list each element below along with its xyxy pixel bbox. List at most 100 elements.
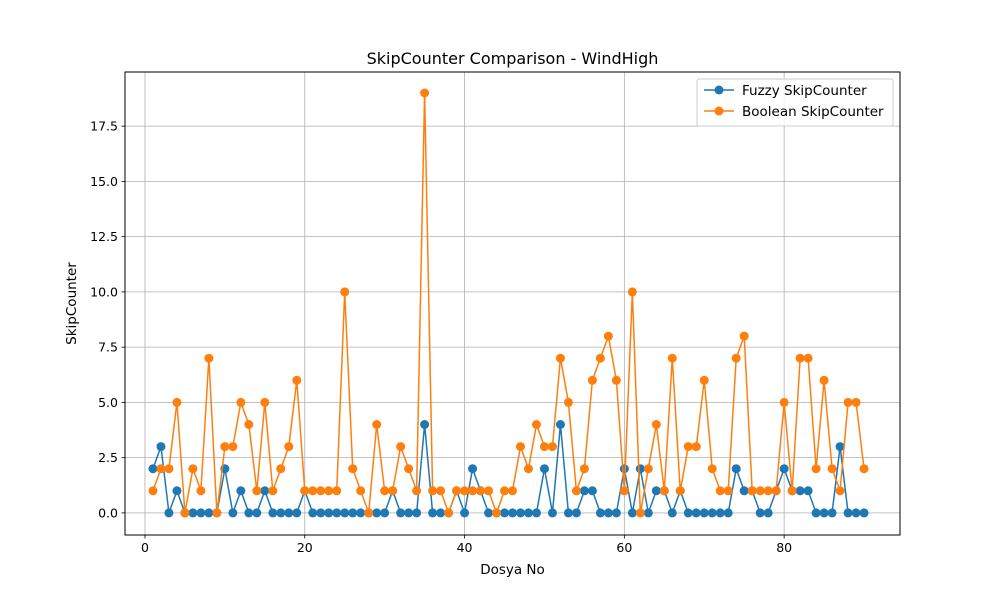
data-point-boolean-skipcounter	[228, 442, 238, 452]
series-layer	[148, 88, 869, 518]
data-point-boolean-skipcounter	[515, 442, 525, 452]
data-point-boolean-skipcounter	[691, 442, 701, 452]
data-point-fuzzy-skipcounter	[627, 508, 637, 518]
data-point-fuzzy-skipcounter	[372, 508, 382, 518]
data-point-fuzzy-skipcounter	[508, 508, 517, 518]
data-point-boolean-skipcounter	[555, 353, 565, 363]
data-point-fuzzy-skipcounter	[396, 508, 406, 518]
legend-frame	[696, 78, 894, 127]
data-point-fuzzy-skipcounter	[316, 508, 326, 518]
data-point-fuzzy-skipcounter	[539, 464, 549, 474]
data-point-boolean-skipcounter	[156, 464, 166, 474]
data-point-fuzzy-skipcounter	[500, 508, 510, 518]
data-point-boolean-skipcounter	[428, 486, 438, 496]
data-point-fuzzy-skipcounter	[292, 508, 302, 518]
data-point-boolean-skipcounter	[460, 486, 470, 496]
data-point-fuzzy-skipcounter	[156, 442, 166, 452]
data-point-fuzzy-skipcounter	[252, 508, 262, 518]
data-point-boolean-skipcounter	[803, 353, 813, 363]
data-point-fuzzy-skipcounter	[308, 508, 318, 518]
data-point-boolean-skipcounter	[372, 420, 382, 429]
data-point-boolean-skipcounter	[164, 464, 174, 474]
x-tick-label: 40	[457, 540, 473, 555]
data-point-boolean-skipcounter	[667, 353, 677, 363]
data-point-boolean-skipcounter	[284, 442, 294, 452]
data-point-fuzzy-skipcounter	[571, 508, 581, 518]
data-point-boolean-skipcounter	[611, 375, 621, 385]
data-point-boolean-skipcounter	[547, 442, 557, 452]
data-point-boolean-skipcounter	[300, 486, 310, 496]
data-point-boolean-skipcounter	[811, 464, 821, 474]
data-point-boolean-skipcounter	[699, 375, 709, 385]
x-tick-label: 0	[141, 540, 149, 555]
data-point-boolean-skipcounter	[220, 442, 230, 452]
data-point-boolean-skipcounter	[851, 397, 861, 407]
data-point-fuzzy-skipcounter	[332, 508, 342, 518]
data-point-boolean-skipcounter	[531, 420, 541, 429]
data-point-fuzzy-skipcounter	[795, 486, 805, 496]
data-point-boolean-skipcounter	[412, 486, 422, 496]
data-point-boolean-skipcounter	[595, 353, 605, 363]
data-point-boolean-skipcounter	[755, 486, 765, 496]
data-point-fuzzy-skipcounter	[579, 486, 589, 496]
data-point-boolean-skipcounter	[571, 486, 581, 496]
data-point-boolean-skipcounter	[180, 508, 190, 518]
data-point-fuzzy-skipcounter	[723, 508, 733, 518]
data-point-fuzzy-skipcounter	[699, 508, 709, 518]
data-point-fuzzy-skipcounter	[859, 508, 869, 518]
data-point-fuzzy-skipcounter	[851, 508, 861, 518]
data-point-boolean-skipcounter	[539, 442, 549, 452]
data-point-boolean-skipcounter	[292, 375, 302, 385]
legend: Fuzzy SkipCounter Boolean SkipCounter	[696, 78, 894, 127]
data-point-boolean-skipcounter	[500, 486, 510, 496]
data-point-boolean-skipcounter	[715, 486, 725, 496]
data-point-fuzzy-skipcounter	[196, 508, 206, 518]
data-point-boolean-skipcounter	[619, 486, 629, 496]
data-point-fuzzy-skipcounter	[172, 486, 182, 496]
legend-fuzzy-label: Fuzzy SkipCounter	[742, 83, 867, 99]
chart-title: SkipCounter Comparison - WindHigh	[367, 49, 659, 68]
data-point-boolean-skipcounter	[747, 486, 757, 496]
x-axis-label: Dosya No	[480, 562, 545, 578]
data-point-boolean-skipcounter	[508, 486, 517, 496]
data-point-fuzzy-skipcounter	[827, 508, 837, 518]
data-point-fuzzy-skipcounter	[731, 464, 741, 474]
data-point-boolean-skipcounter	[843, 397, 853, 407]
data-point-boolean-skipcounter	[827, 464, 837, 474]
data-point-boolean-skipcounter	[675, 486, 685, 496]
data-point-fuzzy-skipcounter	[635, 464, 645, 474]
data-point-fuzzy-skipcounter	[268, 508, 278, 518]
data-point-fuzzy-skipcounter	[779, 464, 789, 474]
data-point-fuzzy-skipcounter	[819, 508, 829, 518]
data-point-boolean-skipcounter	[635, 508, 645, 518]
data-point-boolean-skipcounter	[332, 486, 342, 496]
data-point-boolean-skipcounter	[380, 486, 390, 496]
data-point-boolean-skipcounter	[492, 508, 502, 518]
data-point-fuzzy-skipcounter	[356, 508, 366, 518]
data-point-boolean-skipcounter	[707, 464, 717, 474]
data-point-fuzzy-skipcounter	[204, 508, 214, 518]
data-point-fuzzy-skipcounter	[763, 508, 773, 518]
data-point-boolean-skipcounter	[172, 397, 182, 407]
data-point-boolean-skipcounter	[739, 331, 749, 341]
data-point-fuzzy-skipcounter	[619, 464, 629, 474]
data-point-boolean-skipcounter	[651, 420, 661, 429]
y-tick-label: 12.5	[90, 229, 118, 244]
data-point-fuzzy-skipcounter	[523, 508, 533, 518]
data-point-boolean-skipcounter	[627, 287, 637, 297]
data-point-fuzzy-skipcounter	[404, 508, 414, 518]
data-point-fuzzy-skipcounter	[683, 508, 693, 518]
data-point-fuzzy-skipcounter	[611, 508, 621, 518]
data-point-boolean-skipcounter	[420, 88, 430, 98]
data-point-boolean-skipcounter	[763, 486, 773, 496]
data-point-boolean-skipcounter	[396, 442, 406, 452]
data-point-boolean-skipcounter	[188, 464, 198, 474]
data-point-boolean-skipcounter	[212, 508, 222, 518]
plot-frame	[124, 71, 901, 536]
data-point-boolean-skipcounter	[324, 486, 334, 496]
data-point-fuzzy-skipcounter	[260, 486, 270, 496]
data-point-boolean-skipcounter	[603, 331, 613, 341]
data-point-boolean-skipcounter	[523, 464, 533, 474]
data-point-fuzzy-skipcounter	[460, 508, 470, 518]
